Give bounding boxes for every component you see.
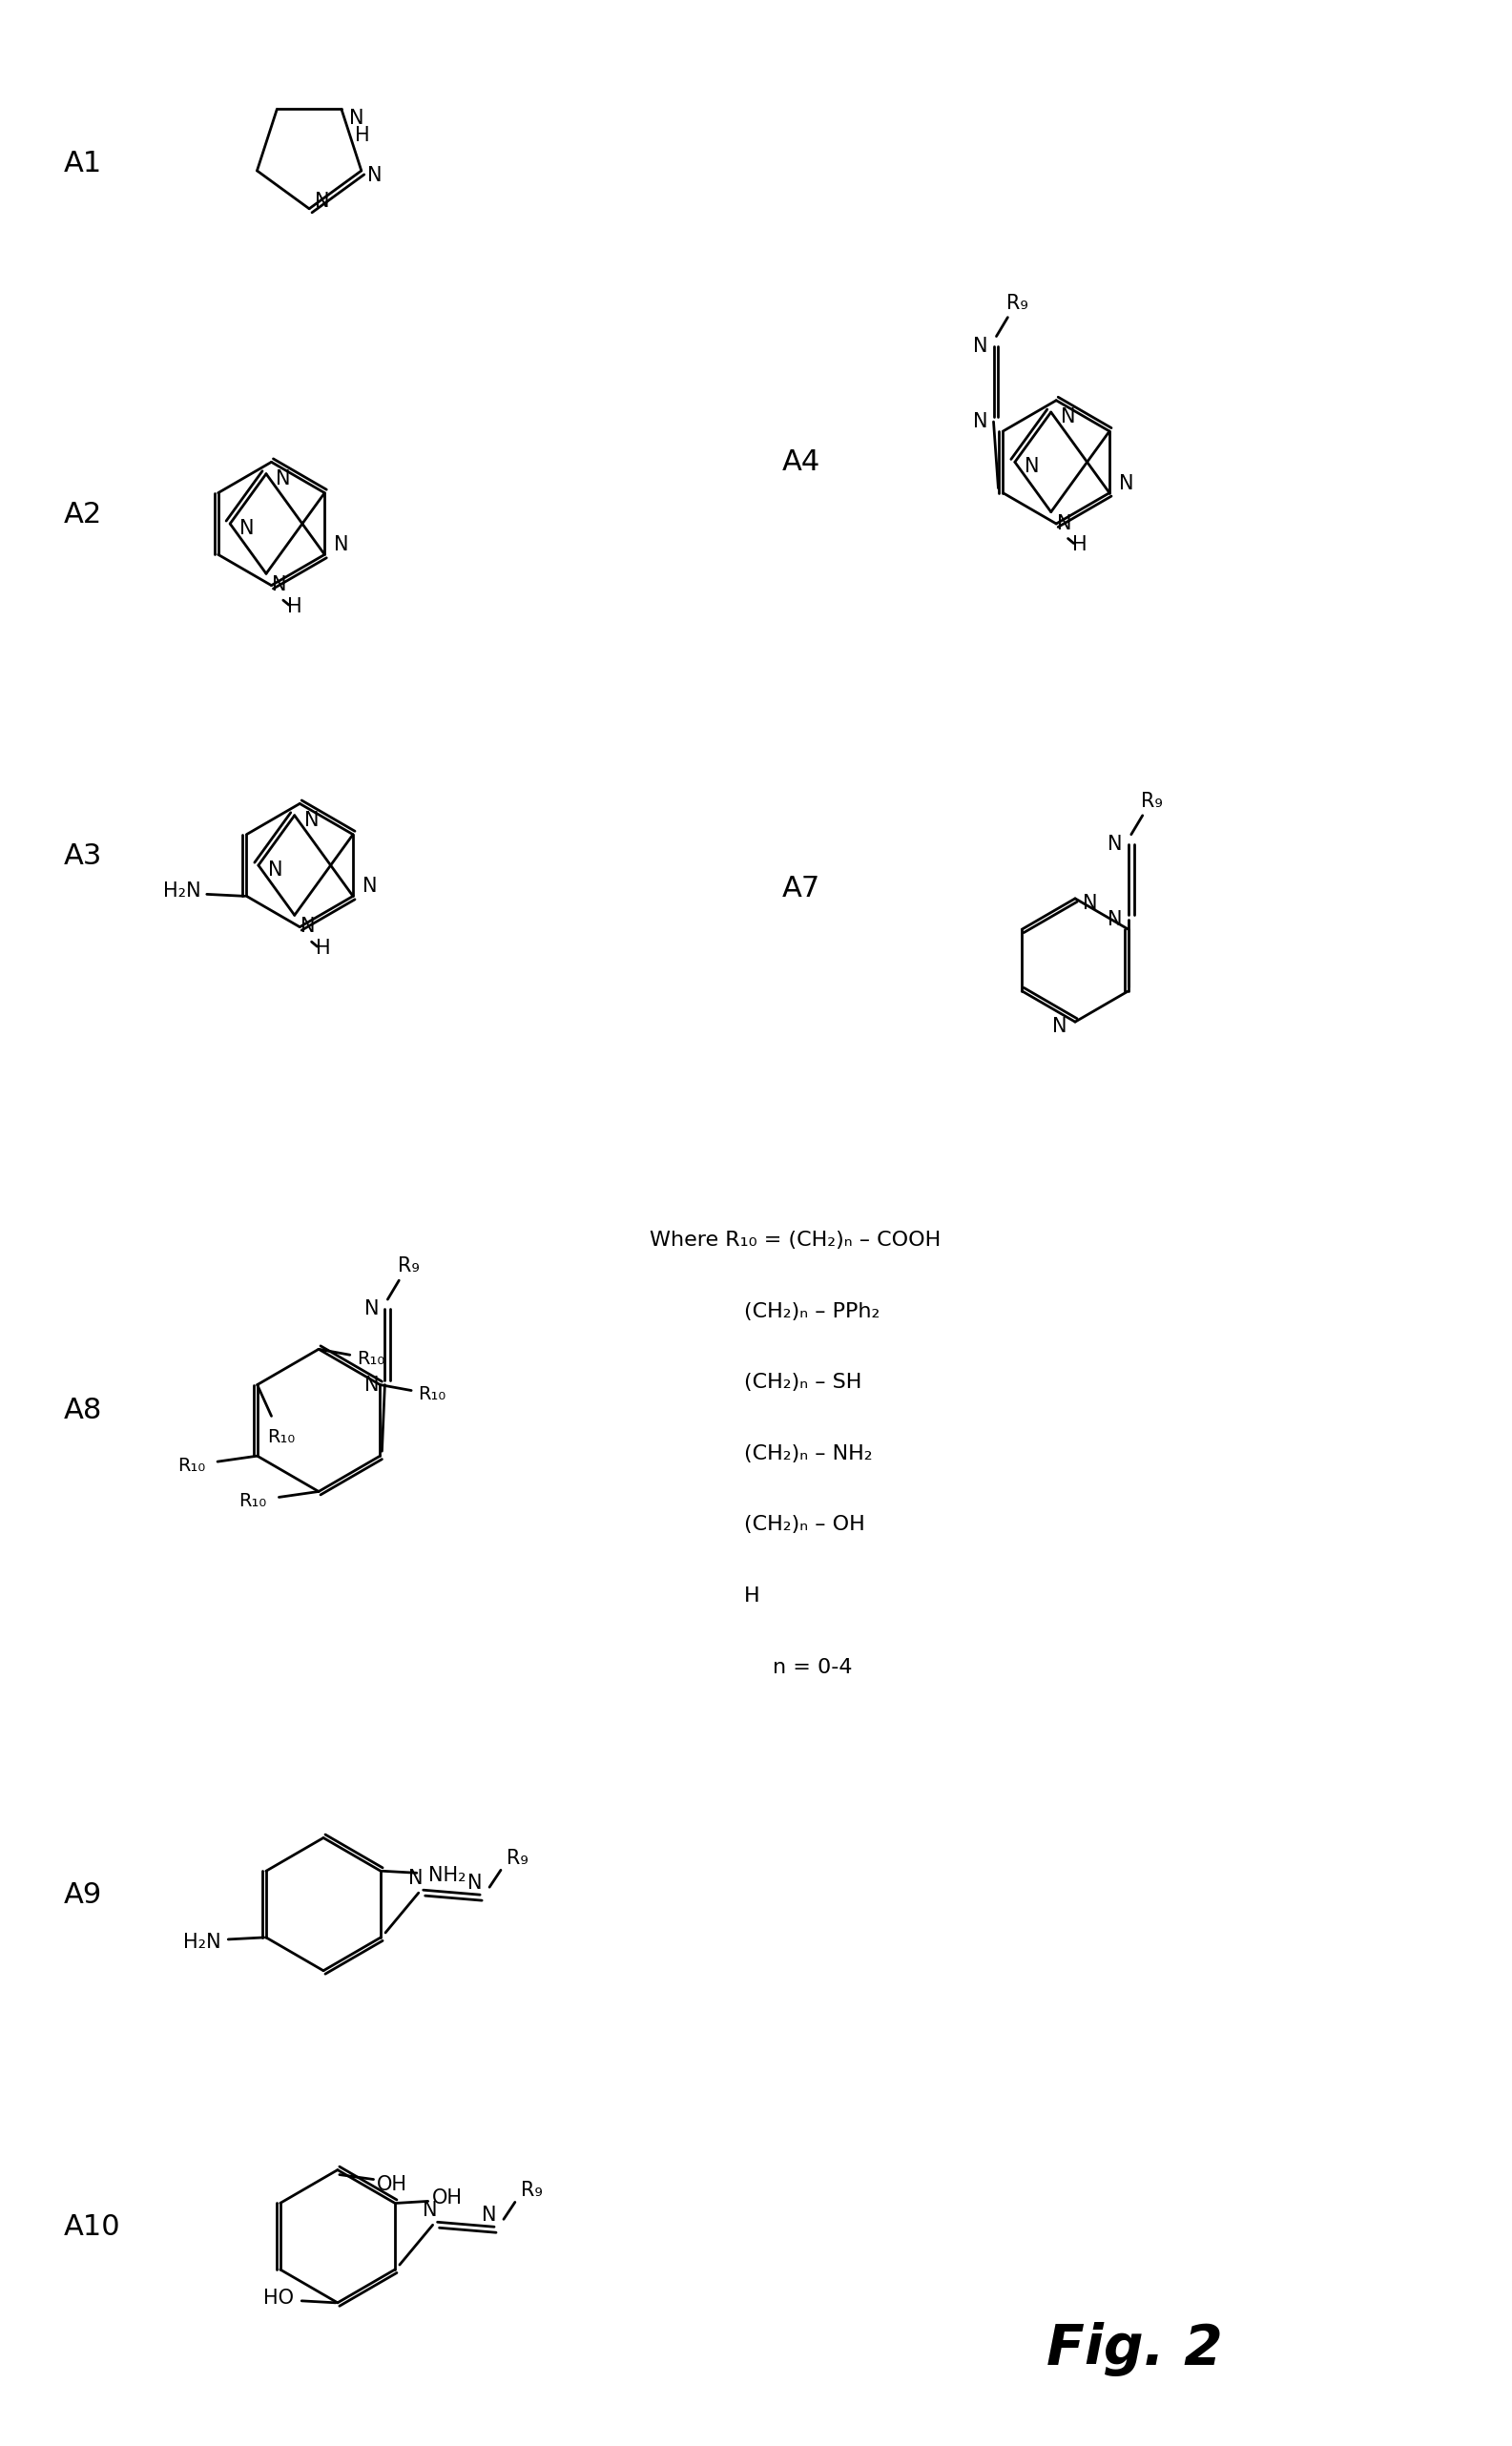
Text: H: H	[355, 127, 370, 144]
Text: N: N	[268, 861, 283, 881]
Text: (CH₂)ₙ – SH: (CH₂)ₙ – SH	[744, 1372, 862, 1392]
Text: H₂N: H₂N	[163, 883, 201, 900]
Text: N: N	[1108, 910, 1122, 929]
Text: N: N	[301, 917, 314, 937]
Text: N: N	[972, 335, 987, 355]
Text: (CH₂)ₙ – NH₂: (CH₂)ₙ – NH₂	[744, 1443, 872, 1463]
Text: N: N	[1060, 408, 1075, 426]
Text: HO: HO	[263, 2289, 295, 2307]
Text: A3: A3	[64, 841, 101, 871]
Text: N: N	[240, 519, 254, 538]
Text: N: N	[1057, 514, 1072, 533]
Text: A8: A8	[64, 1397, 101, 1424]
Text: N: N	[275, 470, 290, 489]
Text: R₁₀: R₁₀	[268, 1428, 295, 1446]
Text: N: N	[1052, 1018, 1067, 1037]
Text: H: H	[287, 597, 302, 616]
Text: A2: A2	[64, 501, 101, 528]
Text: N: N	[1108, 834, 1122, 854]
Text: N: N	[972, 413, 987, 430]
Text: R₁₀: R₁₀	[419, 1384, 446, 1404]
Text: H₂N: H₂N	[183, 1932, 221, 1952]
Text: R₉: R₉	[522, 2182, 543, 2201]
Text: Where R₁₀ = (CH₂)ₙ – COOH: Where R₁₀ = (CH₂)ₙ – COOH	[650, 1230, 940, 1250]
Text: N: N	[422, 2201, 437, 2221]
Text: N: N	[482, 2206, 497, 2226]
Text: N: N	[1025, 457, 1039, 477]
Text: R₉: R₉	[507, 1849, 529, 1869]
Text: N: N	[334, 536, 349, 555]
Text: H: H	[744, 1587, 761, 1605]
Text: N: N	[349, 110, 364, 127]
Text: N: N	[467, 1874, 482, 1893]
Text: (CH₂)ₙ – PPh₂: (CH₂)ₙ – PPh₂	[744, 1301, 880, 1321]
Text: n = 0-4: n = 0-4	[773, 1658, 853, 1676]
Text: N: N	[367, 166, 383, 186]
Text: R₉: R₉	[398, 1257, 419, 1277]
Text: OH: OH	[376, 2174, 408, 2194]
Text: (CH₂)ₙ – OH: (CH₂)ₙ – OH	[744, 1514, 865, 1534]
Text: A7: A7	[782, 876, 821, 903]
Text: H: H	[316, 939, 330, 959]
Text: NH₂: NH₂	[428, 1866, 466, 1886]
Text: A10: A10	[64, 2214, 121, 2241]
Text: N: N	[364, 1299, 380, 1318]
Text: OH: OH	[431, 2189, 463, 2209]
Text: R₉: R₉	[1007, 294, 1028, 313]
Text: R₉: R₉	[1142, 793, 1163, 810]
Text: N: N	[408, 1869, 423, 1888]
Text: N: N	[1119, 475, 1134, 494]
Text: A1: A1	[64, 149, 101, 176]
Text: A4: A4	[782, 448, 821, 477]
Text: N: N	[1083, 893, 1098, 912]
Text: Fig. 2: Fig. 2	[1046, 2321, 1223, 2375]
Text: N: N	[364, 1375, 380, 1394]
Text: R₁₀: R₁₀	[239, 1492, 266, 1509]
Text: N: N	[314, 191, 330, 210]
Text: A9: A9	[64, 1881, 101, 1908]
Text: R₁₀: R₁₀	[177, 1455, 206, 1475]
Text: N: N	[363, 878, 378, 895]
Text: H: H	[1072, 536, 1087, 555]
Text: R₁₀: R₁₀	[357, 1350, 384, 1367]
Text: N: N	[272, 575, 287, 594]
Text: N: N	[304, 810, 319, 829]
